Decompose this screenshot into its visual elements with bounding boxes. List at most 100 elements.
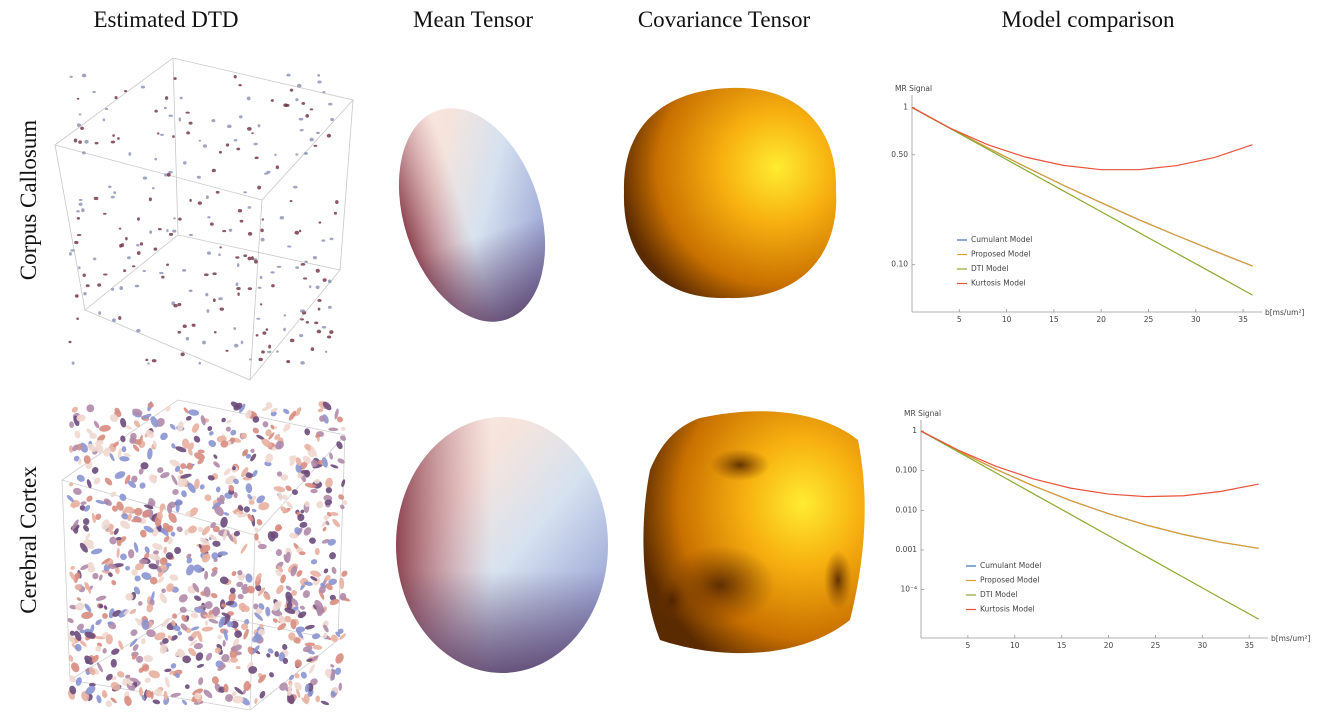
glyph bbox=[111, 288, 114, 291]
glyph bbox=[318, 308, 321, 311]
glyph bbox=[330, 238, 334, 241]
glyph bbox=[248, 257, 252, 261]
glyph bbox=[76, 210, 80, 212]
glyph bbox=[84, 140, 88, 144]
glyph bbox=[74, 643, 83, 653]
glyph bbox=[283, 328, 286, 332]
covariance-tensor bbox=[643, 411, 864, 653]
glyph bbox=[317, 299, 321, 302]
glyph bbox=[145, 359, 148, 362]
glyph bbox=[218, 551, 228, 556]
glyph bbox=[233, 629, 243, 640]
glyph bbox=[179, 462, 186, 469]
glyph bbox=[81, 208, 84, 212]
glyph bbox=[251, 426, 260, 434]
glyph bbox=[185, 112, 189, 114]
glyph bbox=[285, 585, 293, 592]
glyph bbox=[262, 218, 264, 220]
glyph bbox=[118, 492, 128, 502]
glyph bbox=[165, 96, 168, 100]
glyph bbox=[93, 420, 101, 429]
glyph bbox=[316, 269, 320, 273]
legend-label: Cumulant Model bbox=[971, 235, 1032, 244]
glyph bbox=[315, 548, 320, 555]
series-line bbox=[912, 107, 1253, 266]
glyph bbox=[304, 152, 308, 155]
series-line bbox=[921, 431, 1259, 497]
glyph bbox=[293, 186, 298, 189]
glyph bbox=[214, 331, 217, 333]
glyph bbox=[299, 230, 301, 233]
glyph bbox=[81, 611, 94, 620]
glyph bbox=[202, 341, 206, 345]
glyph bbox=[295, 153, 298, 155]
glyph bbox=[239, 115, 242, 118]
glyph bbox=[143, 655, 153, 663]
glyph bbox=[274, 523, 283, 533]
glyph bbox=[127, 256, 131, 259]
glyph bbox=[94, 197, 99, 200]
glyph bbox=[280, 216, 284, 219]
glyph bbox=[199, 140, 202, 142]
glyph bbox=[69, 661, 81, 674]
glyph bbox=[141, 86, 145, 89]
glyph bbox=[256, 334, 259, 336]
glyph bbox=[253, 143, 258, 145]
glyph bbox=[69, 421, 74, 428]
glyph bbox=[236, 148, 240, 151]
glyph bbox=[112, 134, 115, 137]
x-tick-label: 10 bbox=[1002, 315, 1012, 324]
glyph bbox=[242, 628, 250, 640]
mean-tensor bbox=[396, 417, 608, 673]
glyph bbox=[170, 474, 179, 486]
glyph bbox=[136, 244, 139, 247]
glyph bbox=[329, 330, 333, 334]
glyph bbox=[300, 129, 304, 131]
glyph bbox=[222, 230, 226, 232]
glyph bbox=[218, 297, 223, 300]
glyph bbox=[182, 269, 186, 272]
glyph bbox=[231, 570, 237, 577]
glyph bbox=[284, 314, 287, 316]
glyph bbox=[325, 486, 333, 494]
glyph bbox=[147, 448, 153, 460]
glyph bbox=[310, 138, 314, 142]
glyph bbox=[164, 173, 167, 176]
glyph bbox=[202, 688, 214, 700]
glyph bbox=[299, 334, 303, 337]
glyph bbox=[271, 284, 275, 287]
glyph bbox=[316, 285, 320, 289]
glyph bbox=[236, 287, 241, 290]
y-tick-label: 0.001 bbox=[896, 545, 918, 554]
x-tick-label: 20 bbox=[1104, 641, 1114, 650]
glyph bbox=[230, 657, 238, 663]
glyph bbox=[95, 694, 102, 703]
glyph bbox=[140, 242, 143, 245]
glyph bbox=[76, 318, 79, 320]
glyph bbox=[273, 485, 285, 492]
glyph bbox=[76, 597, 82, 602]
glyph bbox=[204, 652, 213, 662]
glyph bbox=[204, 620, 208, 626]
glyph bbox=[275, 584, 286, 596]
glyph bbox=[327, 335, 331, 338]
glyph bbox=[183, 161, 186, 164]
glyph bbox=[174, 547, 181, 554]
glyph bbox=[258, 287, 262, 289]
glyph bbox=[301, 263, 306, 266]
glyph bbox=[304, 624, 315, 630]
glyph bbox=[86, 284, 90, 287]
glyph bbox=[147, 473, 158, 485]
glyph bbox=[147, 362, 149, 364]
glyph bbox=[238, 209, 242, 212]
glyph bbox=[276, 350, 279, 352]
wireframe-cube bbox=[55, 58, 353, 380]
glyph bbox=[176, 421, 184, 433]
glyph bbox=[218, 253, 221, 256]
glyph bbox=[223, 512, 229, 517]
glyph bbox=[255, 156, 259, 159]
glyph bbox=[251, 256, 254, 260]
glyph bbox=[219, 516, 228, 528]
glyph bbox=[192, 435, 201, 444]
glyph bbox=[294, 231, 299, 235]
